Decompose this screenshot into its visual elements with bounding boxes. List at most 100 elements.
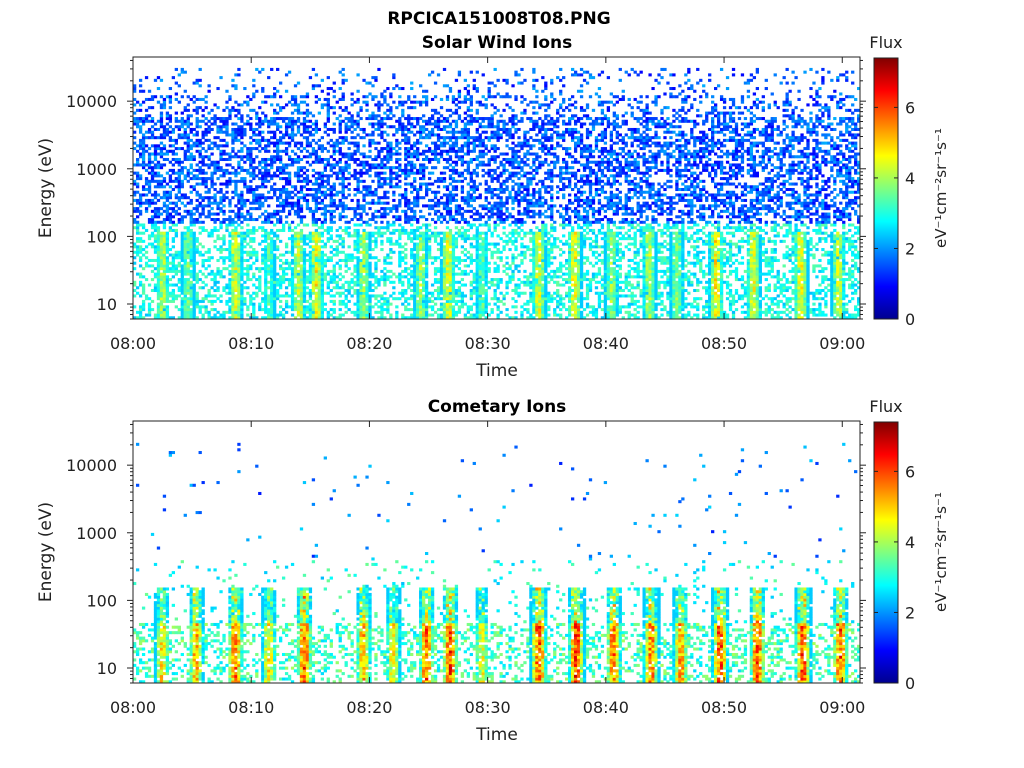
spectrogram-cell xyxy=(353,188,357,192)
spectrogram-cell xyxy=(311,308,316,312)
spectrogram-cell xyxy=(237,125,241,129)
spectrogram-cell xyxy=(228,288,232,293)
spectrogram-cell xyxy=(359,190,363,194)
spectrogram-cell xyxy=(460,278,465,282)
spectrogram-cell xyxy=(413,242,417,246)
spectrogram-cell xyxy=(273,302,277,306)
spectrogram-cell xyxy=(225,163,229,167)
spectrogram-cell xyxy=(261,147,265,151)
spectrogram-cell xyxy=(273,248,277,252)
spectrogram-cell xyxy=(323,185,327,189)
spectrogram-cell xyxy=(338,114,342,118)
spectrogram-cell xyxy=(252,174,256,178)
spectrogram-cell xyxy=(189,291,193,295)
spectrogram-cell xyxy=(231,305,235,309)
spectrogram-cell xyxy=(383,171,387,175)
spectrogram-cell xyxy=(386,149,390,153)
spectrogram-cell xyxy=(335,239,339,243)
spectrogram-cell xyxy=(290,133,295,137)
spectrogram-cell xyxy=(401,168,405,172)
spectrogram-cell xyxy=(442,185,447,189)
spectrogram-cell xyxy=(320,207,324,211)
spectrogram-cell xyxy=(416,201,420,205)
spectrogram-cell xyxy=(276,141,280,145)
spectrogram-cell xyxy=(398,291,402,295)
spectrogram-cell xyxy=(422,237,426,241)
spectrogram-cell xyxy=(168,100,173,104)
spectrogram-cell xyxy=(380,185,384,189)
spectrogram-cell xyxy=(198,278,202,282)
spectrogram-cell xyxy=(279,275,283,279)
spectrogram-cell xyxy=(234,264,238,268)
spectrogram-cell xyxy=(350,207,354,211)
spectrogram-cell xyxy=(168,201,173,205)
spectrogram-cell xyxy=(308,76,313,80)
spectrogram-cell xyxy=(189,299,193,303)
spectrogram-cell xyxy=(296,198,301,202)
spectrogram-cell xyxy=(171,179,176,183)
spectrogram-cell xyxy=(439,280,444,284)
spectrogram-cell xyxy=(234,122,238,126)
spectrogram-cell xyxy=(374,239,378,243)
spectrogram-cell xyxy=(404,228,408,232)
spectrogram-cell xyxy=(323,147,327,151)
spectrogram-cell xyxy=(323,302,327,306)
spectrogram-cell xyxy=(451,286,456,290)
spectrogram-cell xyxy=(290,127,295,131)
spectrogram-cell xyxy=(240,117,244,121)
spectrogram-cell xyxy=(237,198,241,202)
spectrogram-cell xyxy=(451,144,456,148)
spectrogram-cell xyxy=(171,261,176,265)
spectrogram-cell xyxy=(198,196,202,200)
spectrogram-cell xyxy=(308,231,313,235)
spectrogram-cell xyxy=(344,226,348,230)
spectrogram-cell xyxy=(460,297,465,301)
spectrogram-cell xyxy=(204,117,208,121)
spectrogram-cell xyxy=(317,234,322,238)
spectrogram-cell xyxy=(290,190,295,194)
spectrogram-cell xyxy=(436,133,441,137)
spectrogram-cell xyxy=(413,275,417,279)
spectrogram-cell xyxy=(225,302,229,306)
spectrogram-cell xyxy=(177,253,181,257)
spectrogram-cell xyxy=(338,160,342,164)
spectrogram-cell xyxy=(365,267,369,271)
spectrogram-cell xyxy=(350,130,354,134)
spectrogram-cell xyxy=(186,299,190,303)
spectrogram-cell xyxy=(413,228,417,232)
spectrogram-cell xyxy=(207,190,211,194)
spectrogram-cell xyxy=(222,168,226,172)
spectrogram-cell xyxy=(383,302,387,306)
spectrogram-cell xyxy=(451,218,456,222)
spectrogram-cell xyxy=(305,141,310,145)
spectrogram-cell xyxy=(338,106,342,110)
spectrogram-cell xyxy=(168,294,173,298)
spectrogram-cell xyxy=(267,248,271,252)
spectrogram-cell xyxy=(368,297,372,301)
spectrogram-cell xyxy=(299,95,304,99)
spectrogram-cell xyxy=(177,198,181,202)
spectrogram-cell xyxy=(299,174,304,178)
spectrogram-cell xyxy=(255,185,259,189)
spectrogram-cell xyxy=(153,171,158,175)
spectrogram-cell xyxy=(389,256,393,260)
spectrogram-cell xyxy=(442,179,447,183)
spectrogram-cell xyxy=(225,130,229,134)
spectrogram-cell xyxy=(237,127,241,131)
spectrogram-cell xyxy=(305,119,310,123)
spectrogram-cell xyxy=(273,316,277,320)
spectrogram-cell xyxy=(454,264,459,268)
spectrogram-cell xyxy=(138,294,143,298)
spectrogram-cell xyxy=(386,256,390,260)
spectrogram-cell xyxy=(323,272,327,276)
spectrogram-cell xyxy=(296,245,301,249)
spectrogram-cell xyxy=(302,250,307,254)
spectrogram-cell xyxy=(138,147,143,151)
spectrogram-cell xyxy=(261,111,265,115)
spectrogram-cell xyxy=(189,269,193,273)
spectrogram-cell xyxy=(433,234,438,238)
spectrogram-cell xyxy=(270,283,274,287)
spectrogram-cell xyxy=(180,237,184,241)
spectrogram-cell xyxy=(270,302,274,306)
spectrogram-cell xyxy=(451,280,456,284)
